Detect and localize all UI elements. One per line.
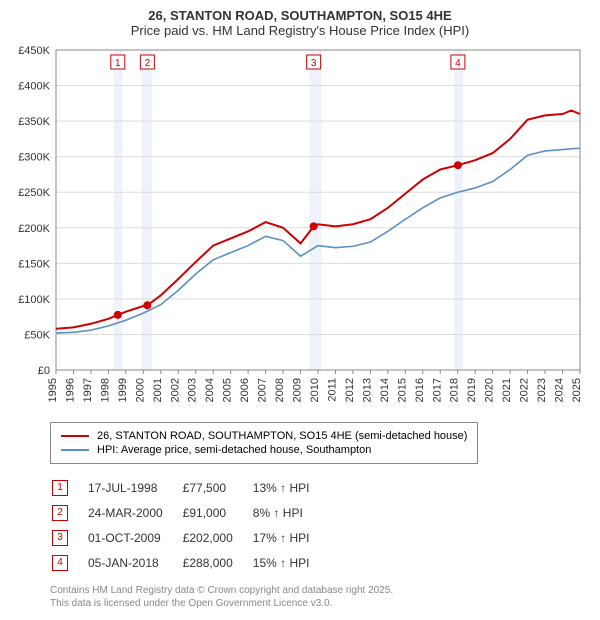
chart-title: 26, STANTON ROAD, SOUTHAMPTON, SO15 4HE	[10, 8, 590, 23]
sale-date: 01-OCT-2009	[88, 526, 181, 549]
svg-text:£450K: £450K	[18, 45, 50, 57]
svg-text:1995: 1995	[47, 378, 59, 402]
svg-text:2022: 2022	[519, 378, 531, 402]
svg-text:2006: 2006	[239, 378, 251, 402]
table-row: 4 05-JAN-2018£288,00015% ↑ HPI	[52, 551, 327, 574]
legend: 26, STANTON ROAD, SOUTHAMPTON, SO15 4HE …	[50, 422, 478, 464]
sale-marker: 4	[52, 555, 68, 571]
svg-text:2008: 2008	[274, 378, 286, 402]
svg-text:1: 1	[115, 58, 121, 69]
svg-text:£100K: £100K	[18, 294, 50, 306]
svg-text:1999: 1999	[117, 378, 129, 402]
svg-text:£350K: £350K	[18, 116, 50, 128]
legend-swatch	[61, 435, 89, 437]
sale-price: £77,500	[183, 476, 251, 499]
sale-delta: 8% ↑ HPI	[253, 501, 328, 524]
svg-text:£200K: £200K	[18, 223, 50, 235]
svg-text:2015: 2015	[396, 378, 408, 402]
sale-marker: 1	[52, 480, 68, 496]
svg-text:2000: 2000	[134, 378, 146, 402]
table-row: 2 24-MAR-2000£91,0008% ↑ HPI	[52, 501, 327, 524]
svg-text:2012: 2012	[344, 378, 356, 402]
table-row: 1 17-JUL-1998£77,50013% ↑ HPI	[52, 476, 327, 499]
sale-date: 05-JAN-2018	[88, 551, 181, 574]
sale-delta: 13% ↑ HPI	[253, 476, 328, 499]
svg-text:2021: 2021	[501, 378, 513, 402]
svg-text:1996: 1996	[64, 378, 76, 402]
sale-marker: 3	[52, 530, 68, 546]
svg-text:£400K: £400K	[18, 81, 50, 93]
svg-text:2017: 2017	[431, 378, 443, 402]
svg-text:2019: 2019	[466, 378, 478, 402]
sale-delta: 15% ↑ HPI	[253, 551, 328, 574]
svg-text:2010: 2010	[309, 378, 321, 402]
svg-text:£300K: £300K	[18, 152, 50, 164]
footer-line: This data is licensed under the Open Gov…	[50, 597, 590, 610]
svg-text:2014: 2014	[379, 378, 391, 402]
svg-text:2020: 2020	[484, 378, 496, 402]
svg-text:2011: 2011	[326, 378, 338, 402]
svg-text:2023: 2023	[536, 378, 548, 402]
svg-text:3: 3	[311, 58, 317, 69]
svg-text:£150K: £150K	[18, 258, 50, 270]
sale-delta: 17% ↑ HPI	[253, 526, 328, 549]
legend-label: HPI: Average price, semi-detached house,…	[97, 444, 371, 456]
legend-label: 26, STANTON ROAD, SOUTHAMPTON, SO15 4HE …	[97, 430, 467, 442]
svg-text:2024: 2024	[554, 378, 566, 402]
svg-text:2016: 2016	[414, 378, 426, 402]
sale-date: 17-JUL-1998	[88, 476, 181, 499]
svg-text:1997: 1997	[82, 378, 94, 402]
svg-text:2007: 2007	[257, 378, 269, 402]
chart-container: 26, STANTON ROAD, SOUTHAMPTON, SO15 4HE …	[0, 0, 600, 618]
sale-price: £91,000	[183, 501, 251, 524]
svg-text:2001: 2001	[152, 378, 164, 402]
sales-table: 1 17-JUL-1998£77,50013% ↑ HPI 2 24-MAR-2000…	[50, 474, 329, 576]
sale-price: £288,000	[183, 551, 251, 574]
svg-text:2025: 2025	[571, 378, 583, 402]
svg-text:2005: 2005	[222, 378, 234, 402]
svg-text:2: 2	[145, 58, 151, 69]
footer-line: Contains HM Land Registry data © Crown c…	[50, 584, 590, 597]
chart-plot: £0 £50K £100K £150K £200K £250K £300K £350K £400…	[10, 44, 590, 414]
svg-text:2018: 2018	[449, 378, 461, 402]
footer-attribution: Contains HM Land Registry data © Crown c…	[50, 584, 590, 610]
table-row: 3 01-OCT-2009£202,00017% ↑ HPI	[52, 526, 327, 549]
svg-text:£0: £0	[38, 365, 50, 377]
legend-item: HPI: Average price, semi-detached house,…	[61, 443, 467, 457]
chart-subtitle: Price paid vs. HM Land Registry's House …	[10, 23, 590, 38]
svg-text:2003: 2003	[187, 378, 199, 402]
svg-text:£250K: £250K	[18, 187, 50, 199]
legend-item: 26, STANTON ROAD, SOUTHAMPTON, SO15 4HE …	[61, 429, 467, 443]
svg-text:4: 4	[455, 58, 461, 69]
svg-text:1998: 1998	[99, 378, 111, 402]
legend-swatch	[61, 449, 89, 451]
svg-text:2002: 2002	[169, 378, 181, 402]
svg-text:2013: 2013	[361, 378, 373, 402]
svg-text:2004: 2004	[204, 378, 216, 402]
sale-date: 24-MAR-2000	[88, 501, 181, 524]
sale-marker: 2	[52, 505, 68, 521]
sale-price: £202,000	[183, 526, 251, 549]
svg-text:£50K: £50K	[24, 329, 50, 341]
svg-text:2009: 2009	[292, 378, 304, 402]
